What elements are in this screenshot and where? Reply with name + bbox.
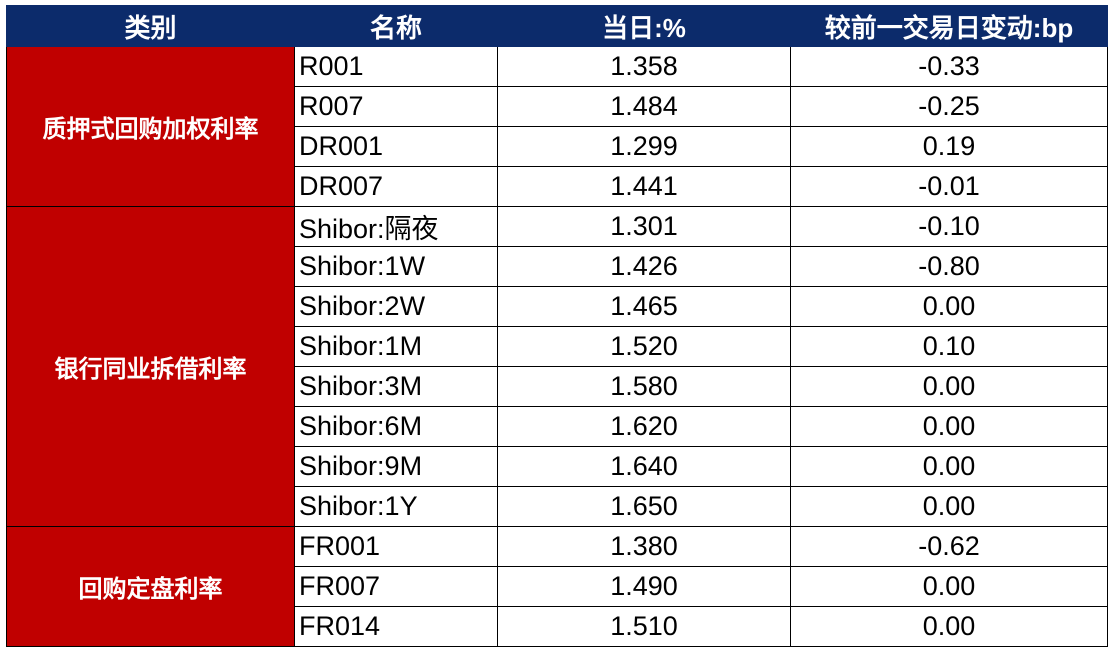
rates-table: 类别 名称 当日:% 较前一交易日变动:bp 质押式回购加权利率 R001 1.35… [6, 5, 1108, 647]
change-cell: 0.19 [790, 126, 1108, 167]
name-cell: Shibor:6M [294, 406, 498, 447]
header-value: 当日:% [497, 5, 791, 47]
value-cell: 1.520 [497, 326, 791, 367]
table-row: 银行同业拆借利率 Shibor:隔夜 1.301 -0.10 [6, 206, 1108, 527]
change-cell: 0.00 [790, 286, 1108, 327]
table-row: Shibor:3M 1.580 0.00 [7, 366, 1108, 407]
name-cell: Shibor:1M [294, 326, 498, 367]
table-row: FR007 1.490 0.00 [7, 566, 1108, 607]
header-name: 名称 [294, 5, 498, 47]
table-row: Shibor:1W 1.426 -0.80 [7, 246, 1108, 287]
header-category: 类别 [6, 5, 295, 47]
value-cell: 1.650 [497, 486, 791, 527]
table-row: 回购定盘利率 FR001 1.380 -0.62 [6, 526, 1108, 647]
value-cell: 1.301 [497, 206, 791, 247]
category-cell: 质押式回购加权利率 [6, 46, 295, 207]
value-cell: 1.358 [497, 46, 791, 87]
change-cell: 0.00 [790, 606, 1108, 647]
value-cell: 1.299 [497, 126, 791, 167]
change-cell: -0.80 [790, 246, 1108, 287]
name-cell: FR007 [294, 566, 498, 607]
name-cell: Shibor:9M [294, 446, 498, 487]
value-cell: 1.490 [497, 566, 791, 607]
category-cell: 回购定盘利率 [6, 526, 295, 647]
name-cell: Shibor:2W [294, 286, 498, 327]
name-cell: R001 [294, 46, 498, 87]
value-cell: 1.580 [497, 366, 791, 407]
change-cell: 0.00 [790, 486, 1108, 527]
table-row: Shibor:9M 1.640 0.00 [7, 446, 1108, 487]
header-row: 类别 名称 当日:% 较前一交易日变动:bp [6, 5, 1108, 47]
header-change: 较前一交易日变动:bp [790, 5, 1108, 47]
value-cell: 1.620 [497, 406, 791, 447]
value-cell: 1.484 [497, 86, 791, 127]
category-cell: 银行同业拆借利率 [6, 206, 295, 527]
change-cell: 0.00 [790, 566, 1108, 607]
table-row: Shibor:1M 1.520 0.10 [7, 326, 1108, 367]
change-cell: -0.62 [790, 526, 1108, 567]
name-cell: Shibor:1W [294, 246, 498, 287]
value-cell: 1.441 [497, 166, 791, 207]
table-row: R007 1.484 -0.25 [7, 86, 1108, 127]
value-cell: 1.380 [497, 526, 791, 567]
name-cell: FR001 [294, 526, 498, 567]
change-cell: 0.00 [790, 446, 1108, 487]
change-cell: -0.25 [790, 86, 1108, 127]
table-row: Shibor:2W 1.465 0.00 [7, 286, 1108, 327]
table-row: 质押式回购加权利率 R001 1.358 -0.33 [6, 46, 1108, 207]
table-row: FR014 1.510 0.00 [7, 606, 1108, 647]
name-cell: Shibor:3M [294, 366, 498, 407]
change-cell: -0.33 [790, 46, 1108, 87]
name-cell: DR007 [294, 166, 498, 207]
change-cell: -0.10 [790, 206, 1108, 247]
change-cell: -0.01 [790, 166, 1108, 207]
change-cell: 0.00 [790, 366, 1108, 407]
name-cell: Shibor:隔夜 [294, 206, 498, 247]
change-cell: 0.10 [790, 326, 1108, 367]
value-cell: 1.510 [497, 606, 791, 647]
name-cell: FR014 [294, 606, 498, 647]
value-cell: 1.426 [497, 246, 791, 287]
value-cell: 1.465 [497, 286, 791, 327]
value-cell: 1.640 [497, 446, 791, 487]
name-cell: R007 [294, 86, 498, 127]
name-cell: Shibor:1Y [294, 486, 498, 527]
table-row: Shibor:6M 1.620 0.00 [7, 406, 1108, 447]
change-cell: 0.00 [790, 406, 1108, 447]
name-cell: DR001 [294, 126, 498, 167]
